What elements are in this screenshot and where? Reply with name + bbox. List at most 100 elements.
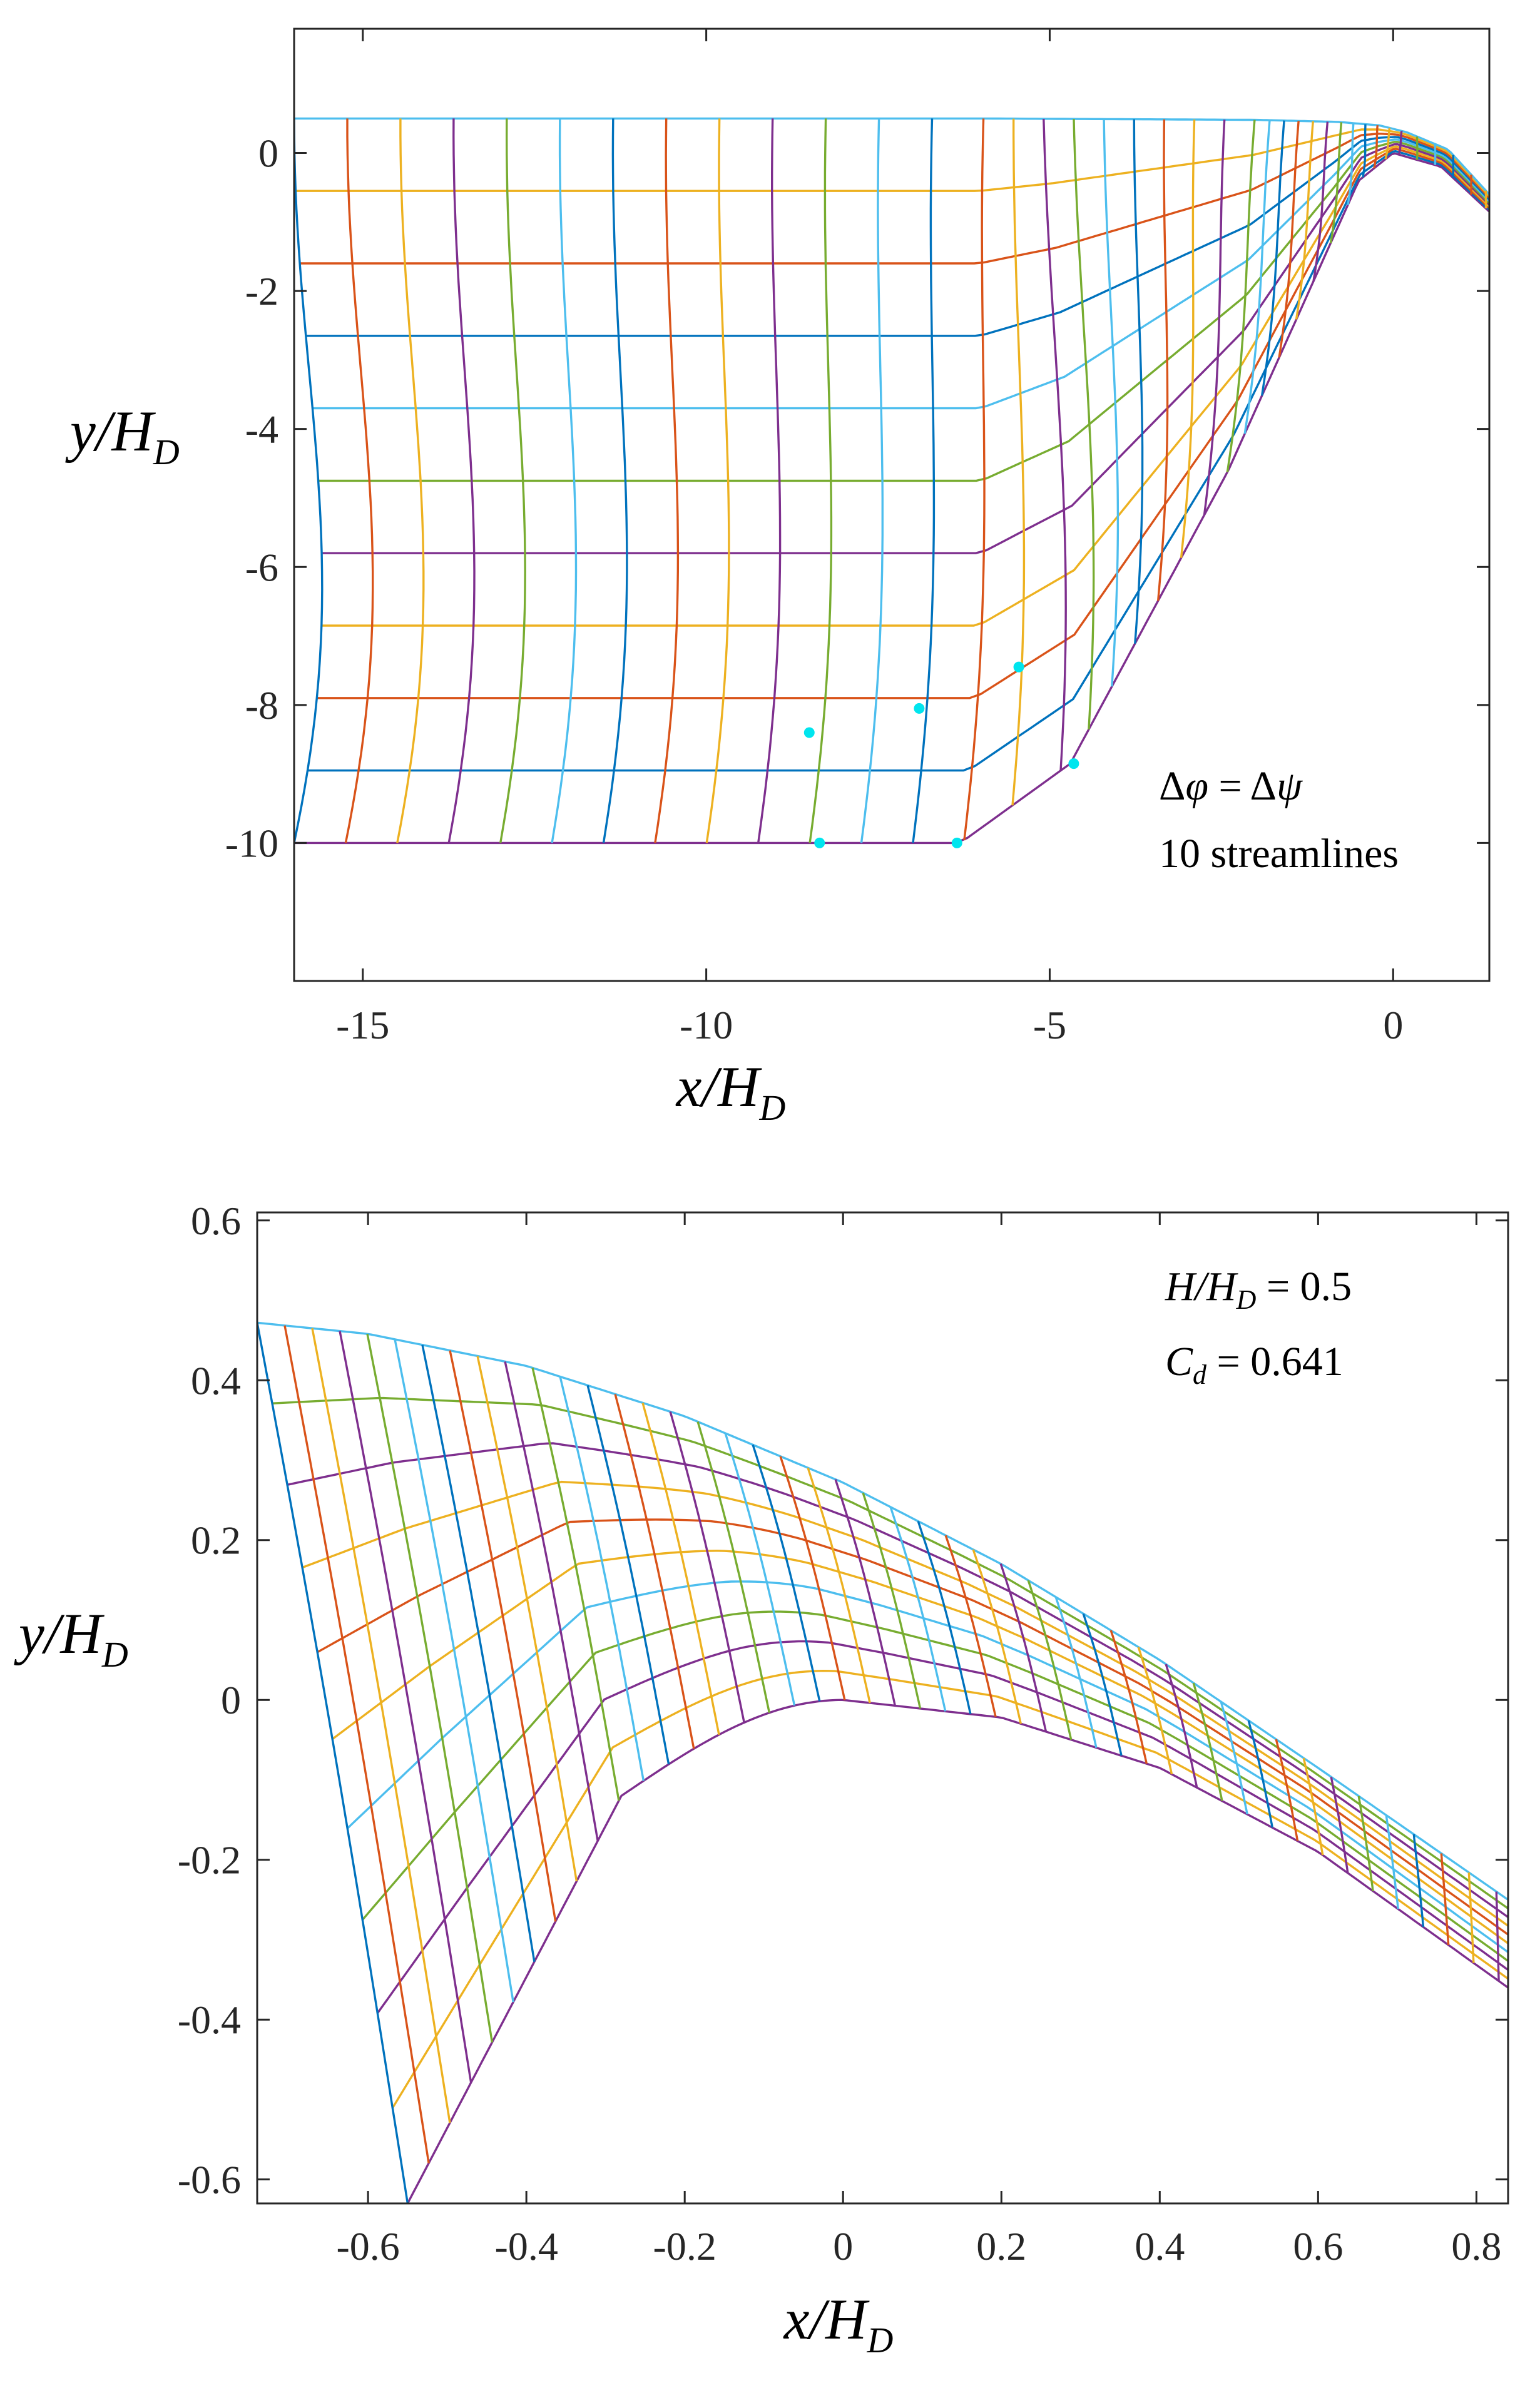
top-equipotential-line (808, 118, 833, 843)
top-equipotential-line (1043, 118, 1067, 771)
bottom-equipotential-line (696, 1421, 771, 1714)
bottom-plot-frame (256, 1211, 1509, 2205)
bottom-equipotential-line (1027, 1580, 1073, 1740)
bottom-streamline (347, 1580, 1508, 1954)
top-equipotential-line (1278, 121, 1300, 358)
top-equipotential-line (1261, 120, 1285, 396)
bottom-equipotential-line (476, 1356, 578, 1882)
bottom-equipotential-line (421, 1344, 536, 1962)
bottom-equipotential-line (339, 1331, 472, 2083)
top-y-tick-label: -2 (245, 269, 278, 313)
top-equipotential-line (1157, 119, 1169, 601)
top-annotation-streamlines: 10 streamlines (1159, 831, 1399, 876)
top-x-tick-label: -10 (680, 1003, 733, 1047)
top-streamline (322, 143, 1489, 554)
bottom-equipotential-line (1082, 1613, 1123, 1756)
bottom-equipotential-line (257, 1322, 409, 2203)
bottom-equipotential-line (641, 1402, 720, 1735)
top-equipotential-line (1103, 119, 1119, 687)
top-y-tick-label: -4 (245, 407, 278, 452)
bottom-ticks: -0.6 -0.4 -0.2 0 0.2 0.4 0.6 0.8 0.6 0.4 0.2 0 -0.2 -… (178, 1199, 1508, 2268)
top-equipotential-line (1295, 121, 1314, 320)
bottom-equipotential-line (614, 1393, 695, 1749)
top-equipotential-line (912, 118, 936, 843)
bottom-equipotential-line (366, 1333, 494, 2043)
top-marker-point (951, 837, 962, 848)
top-plot-frame (293, 28, 1491, 982)
bottom-flow-net (257, 1321, 1508, 2203)
top-equipotential-line (499, 118, 526, 843)
top-equipotential-line (705, 118, 730, 843)
top-equipotential-line (1373, 125, 1379, 169)
top-marker-point (803, 727, 815, 738)
top-markers (803, 661, 1079, 848)
top-marker-point (1068, 758, 1079, 770)
bottom-equipotential-line (724, 1433, 796, 1706)
bottom-x-tick-label: 0.2 (976, 2224, 1026, 2268)
bottom-equipotential-line (504, 1361, 599, 1841)
bottom-equipotential-line (944, 1535, 997, 1717)
bottom-streamline (317, 1518, 1508, 1936)
bottom-y-tick-label: -0.2 (178, 1838, 241, 1882)
bottom-equipotential-line (999, 1563, 1048, 1732)
top-equipotential-line (602, 118, 628, 843)
bottom-equipotential-line (1467, 1872, 1475, 1963)
bottom-annotation-cd: Cd = 0.641 (1165, 1339, 1344, 1390)
top-equipotential-line (1133, 119, 1144, 644)
bottom-equipotential-line (1385, 1815, 1399, 1909)
bottom-equipotential-line (449, 1350, 557, 1922)
bottom-x-tick-label: 0.4 (1135, 2224, 1185, 2268)
top-equipotential-line (1347, 123, 1355, 205)
bottom-equipotential-line (972, 1549, 1022, 1724)
top-equipotential-line (1384, 128, 1391, 160)
bottom-equipotential-line (283, 1325, 430, 2163)
top-equipotential-line (860, 118, 884, 843)
top-marker-point (1013, 661, 1024, 673)
top-y-axis-label: y/HD (65, 399, 180, 472)
bottom-equipotential-line (669, 1411, 745, 1723)
bottom-equipotential-line (1137, 1647, 1173, 1775)
bottom-equipotential-line (752, 1444, 821, 1702)
top-flow-net (294, 117, 1489, 845)
top-equipotential-line (757, 118, 782, 843)
bottom-equipotential-line (1275, 1739, 1299, 1841)
bottom-annotation-head: H/HD = 0.5 (1165, 1264, 1352, 1315)
bottom-x-tick-label: -0.4 (495, 2224, 558, 2268)
bottom-x-tick-label: -0.6 (336, 2224, 399, 2268)
bottom-equipotential-line (1357, 1796, 1374, 1891)
top-y-tick-label: 0 (258, 131, 278, 176)
bottom-x-tick-label: 0 (833, 2224, 853, 2268)
bottom-equipotential-line (586, 1384, 670, 1765)
top-streamline (305, 136, 1489, 337)
top-streamline (317, 148, 1489, 699)
top-marker-point (814, 837, 825, 848)
bottom-equipotential-line (1302, 1757, 1324, 1856)
top-equipotential-line (1011, 118, 1026, 806)
top-equipotential-line (1180, 119, 1196, 558)
bottom-equipotential-line (559, 1376, 645, 1781)
bottom-y-axis-label: y/HD (14, 1602, 128, 1675)
top-equipotential-line (963, 118, 986, 841)
bottom-equipotential-line (807, 1467, 871, 1704)
bottom-y-tick-label: 0 (221, 1678, 241, 1722)
top-annotation-equal: Δφ = Δψ (1159, 763, 1303, 809)
top-chart: -15 -10 -5 0 0 -2 -4 -6 -8 -10 Δφ = Δψ 10 streaml… (65, 28, 1491, 1128)
bottom-equipotential-line (1109, 1630, 1148, 1764)
top-equipotential-line (396, 118, 425, 843)
bottom-equipotential-line (1330, 1777, 1349, 1874)
top-annotation-phi-psi: Δφ = Δψ (1159, 763, 1303, 809)
top-ticks: -15 -10 -5 0 0 -2 -4 -6 -8 -10 (225, 29, 1489, 1047)
bottom-y-tick-label: 0.4 (191, 1358, 241, 1403)
bottom-x-tick-label: -0.2 (653, 2224, 717, 2268)
bottom-equipotential-line (394, 1339, 514, 2003)
top-marker-point (914, 703, 925, 714)
bottom-equipotential-line (1412, 1834, 1425, 1928)
bottom-equipotential-line (1495, 1891, 1500, 1981)
bottom-equipotential-line (862, 1492, 922, 1709)
bottom-x-tick-label: 0.8 (1451, 2224, 1501, 2268)
top-y-tick-label: -8 (245, 683, 278, 728)
top-equipotential-line (1362, 124, 1367, 178)
bottom-x-axis-label: x/HD (783, 2287, 894, 2360)
bottom-y-tick-label: 0.2 (191, 1518, 241, 1563)
top-equipotential-line (551, 118, 578, 843)
